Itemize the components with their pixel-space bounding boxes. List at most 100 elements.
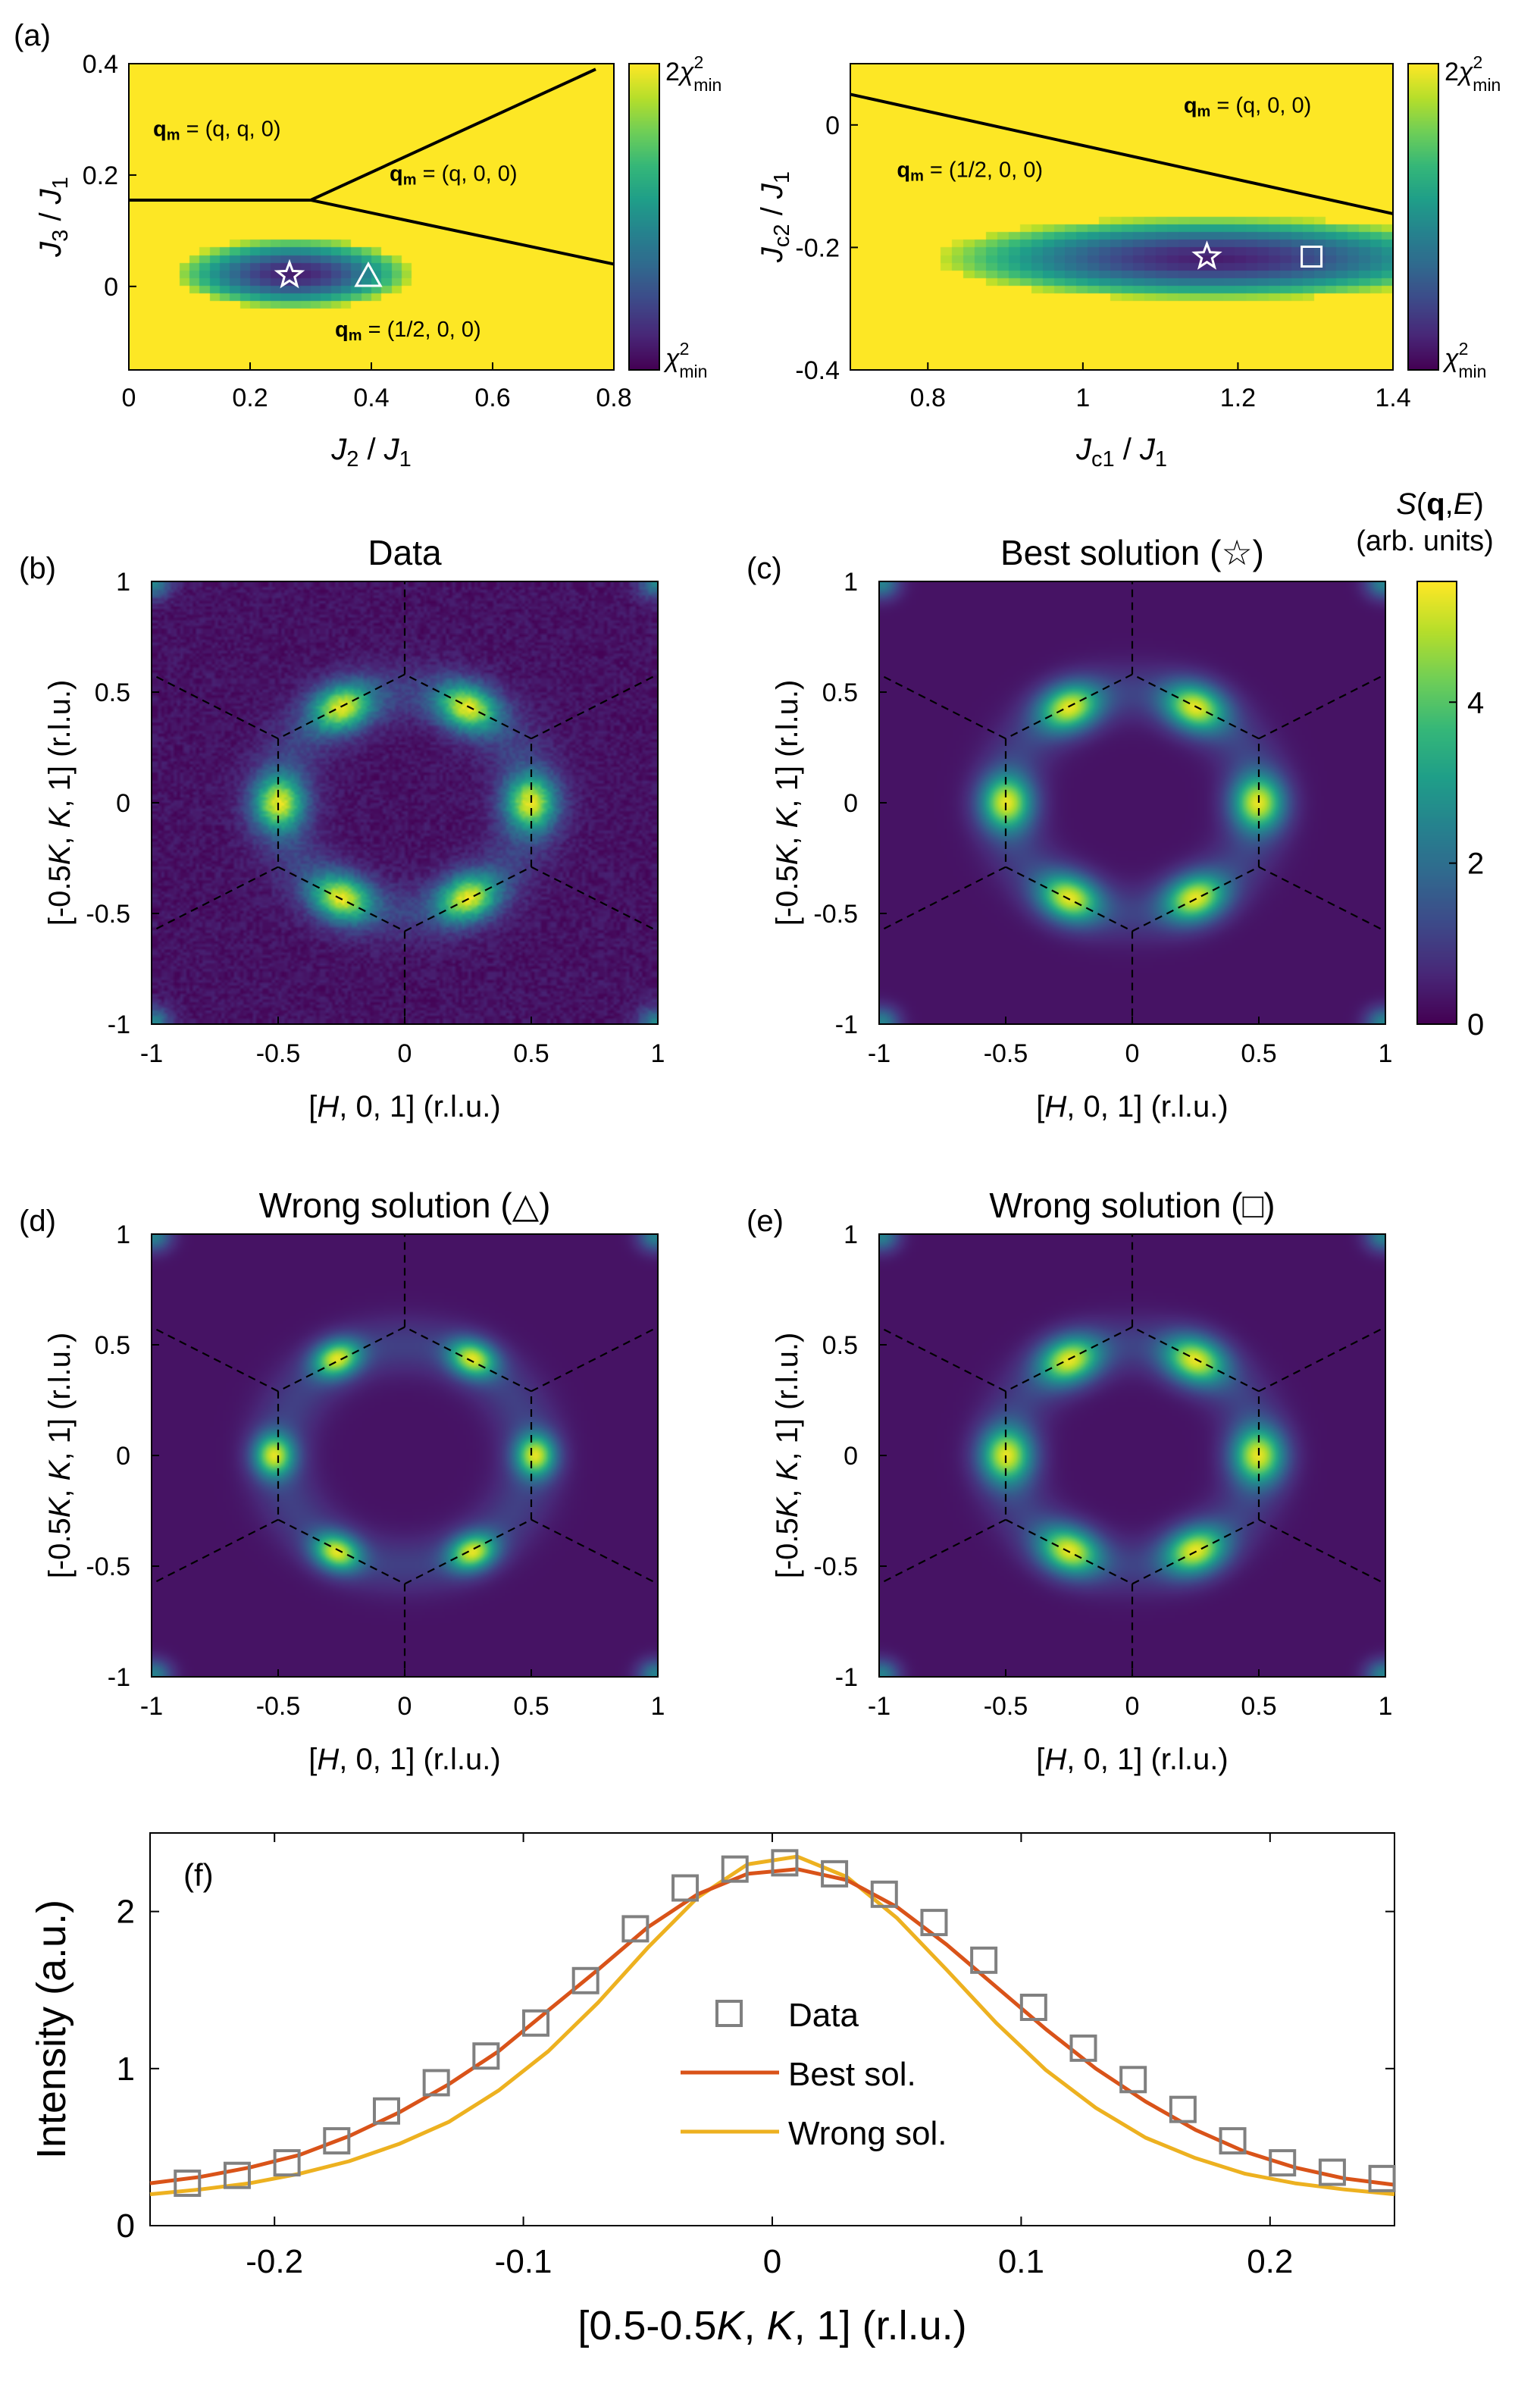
panel-label: (b) — [19, 552, 56, 585]
x-tick-label: -0.2 — [246, 2243, 303, 2280]
y-tick-label: 1 — [116, 1220, 130, 1249]
x-axis-label: [H, 0, 1] (r.l.u.) — [308, 1090, 500, 1123]
data-point — [472, 2042, 500, 2070]
x-tick-label: -0.5 — [984, 1039, 1028, 1068]
data-point — [721, 1855, 749, 1883]
x-tick-label: 0.5 — [513, 1692, 549, 1721]
y-axis-label: [-0.5K, K, 1] (r.l.u.) — [43, 1333, 77, 1579]
zone-spoke — [1258, 673, 1386, 740]
x-tick-label: 1 — [1075, 384, 1090, 412]
y-tick-label: -0.2 — [795, 233, 840, 262]
x-tick-label: -1 — [140, 1039, 163, 1068]
phase-label: qm = (q, 0, 0) — [1184, 94, 1312, 121]
data-point — [223, 2161, 251, 2189]
y-tick-label: 0 — [104, 273, 118, 302]
data-point — [1368, 2164, 1396, 2192]
zone-spoke — [531, 1518, 659, 1585]
y-axis-label: [-0.5K, K, 1] (r.l.u.) — [771, 1333, 804, 1579]
x-tick-label: 0 — [398, 1039, 412, 1068]
y-tick-label: 1 — [117, 2051, 135, 2088]
data-point — [1119, 2066, 1147, 2094]
figure-layer: qm = (q, q, 0) qm = (q, 0, 0) qm = (1/2, 0… — [14, 19, 1501, 2348]
x-axis-label: J2 / J1 — [330, 433, 412, 472]
y-tick-label: 0.5 — [95, 678, 130, 707]
y-axis-label: [-0.5K, K, 1] (r.l.u.) — [43, 680, 77, 926]
data-point — [920, 1909, 948, 1937]
data-point — [1019, 1993, 1047, 2021]
data-point — [1169, 2095, 1197, 2123]
x-tick-label: 0.5 — [1241, 1692, 1276, 1721]
y-axis-label: Intensity (a.u.) — [29, 1900, 74, 2159]
zone-spoke — [151, 1518, 279, 1585]
x-tick-label: -0.5 — [984, 1692, 1028, 1721]
x-tick-label: -0.5 — [256, 1039, 301, 1068]
y-tick-label: 0.5 — [95, 1331, 130, 1360]
x-tick-label: 0.5 — [1241, 1039, 1276, 1068]
x-tick-label: 0.8 — [910, 384, 946, 412]
legend-marker-data — [715, 2000, 743, 2027]
data-point — [671, 1874, 700, 1902]
x-axis-label: [H, 0, 1] (r.l.u.) — [1036, 1743, 1228, 1776]
colorbar-frame — [628, 63, 660, 371]
plot-frame — [149, 1832, 1395, 2226]
data-point — [273, 2149, 301, 2177]
y-tick-label: -0.5 — [86, 1552, 130, 1581]
y-tick-label: -1 — [835, 1010, 858, 1039]
x-axis-label: [0.5-0.5K, K, 1] (r.l.u.) — [578, 2303, 966, 2348]
x-tick-label: 0 — [1125, 1692, 1140, 1721]
x-tick-label: 0.1 — [998, 2243, 1044, 2280]
y-tick-label: -0.5 — [813, 1552, 858, 1581]
y-tick-label: 0.5 — [822, 678, 858, 707]
sqw-colorbar: 0 2 4 S(q,E) (arb. units) — [1356, 487, 1494, 1042]
data-point — [323, 2127, 351, 2155]
x-tick-label: 0 — [763, 2243, 781, 2280]
y-tick-label: -1 — [108, 1010, 130, 1039]
x-tick-label: 1.2 — [1220, 384, 1256, 412]
colorbar-bottom-label: χ2 min — [1442, 339, 1486, 381]
x-axis-label: Jc1 / J1 — [1075, 433, 1167, 472]
panel-label: (a) — [14, 19, 51, 52]
y-tick-label: 0 — [825, 111, 840, 140]
data-point — [1318, 2158, 1346, 2186]
panel-a-left: qm = (q, q, 0) qm = (q, 0, 0) qm = (1/2, 0… — [34, 50, 721, 472]
x-tick-label: -0.5 — [256, 1692, 301, 1721]
x-tick-label: 0.6 — [474, 384, 510, 412]
panel-d: -1 -1 -0.5 -0.5 0 0 0.5 0.5 1 1 [H, 0, 1] (r.l.u.)… — [19, 1186, 665, 1776]
star-marker — [1191, 240, 1222, 270]
legend: Data Best sol. Wrong sol. — [681, 1997, 947, 2152]
colorbar-label: S(q,E) — [1396, 487, 1484, 521]
x-tick-label: 0.8 — [596, 384, 631, 412]
colorbar-tick-label: 4 — [1467, 686, 1484, 719]
colorbar: 2χ2 min χ2 min — [628, 52, 721, 381]
y-tick-label: 1 — [116, 568, 130, 597]
y-tick-label: 0 — [116, 1442, 130, 1471]
x-tick-label: -1 — [140, 1692, 163, 1721]
zone-spoke — [1258, 866, 1386, 932]
y-tick-label: -0.5 — [813, 900, 858, 929]
panel-title: Data — [368, 533, 442, 572]
data-point — [571, 1966, 599, 1994]
panel-title: Wrong solution (□) — [989, 1186, 1275, 1225]
x-tick-label: 0.5 — [513, 1039, 549, 1068]
zone-spoke — [1258, 1518, 1386, 1585]
panel-label: (c) — [747, 552, 782, 585]
y-tick-label: 0 — [844, 1442, 858, 1471]
data-point — [522, 2009, 550, 2037]
x-tick-label: 0.4 — [353, 384, 389, 412]
phase-boundary — [310, 199, 615, 266]
zone-spoke — [878, 866, 1006, 932]
x-tick-label: 1 — [651, 1039, 665, 1068]
star-marker — [274, 258, 305, 289]
x-tick-label: 1 — [651, 1692, 665, 1721]
y-axis-label: [-0.5K, K, 1] (r.l.u.) — [771, 680, 804, 926]
zone-spoke — [151, 673, 279, 740]
phase-label: qm = (1/2, 0, 0) — [897, 158, 1043, 184]
colorbar-gradient — [629, 64, 659, 370]
panel-label: (d) — [19, 1205, 56, 1238]
phase-label: qm = (q, q, 0) — [153, 117, 281, 143]
data-point — [1219, 2127, 1247, 2155]
x-tick-label: 0.2 — [232, 384, 268, 412]
phase-label: qm = (q, 0, 0) — [390, 161, 518, 188]
x-tick-label: 0 — [122, 384, 136, 412]
